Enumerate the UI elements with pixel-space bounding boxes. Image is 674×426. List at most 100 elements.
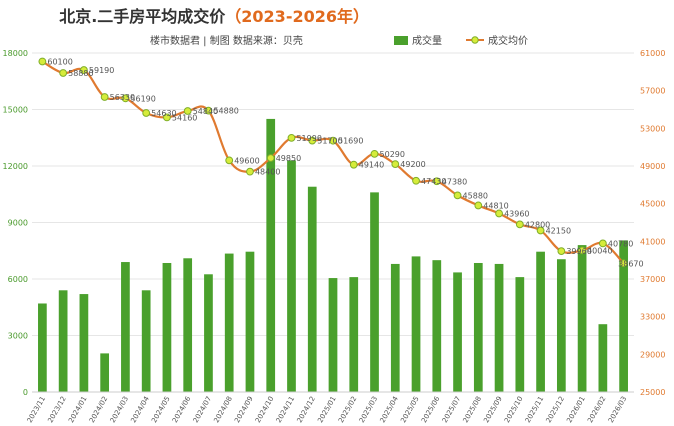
bar-2025/07 [453, 272, 462, 392]
price-label-2025/08: 44810 [483, 201, 508, 210]
bar-2024/09 [245, 251, 255, 392]
price-label-2024/08: 49600 [234, 156, 259, 165]
legend-bar-swatch [394, 36, 408, 45]
bar-2024/07 [204, 274, 213, 392]
left-tick-label: 18000 [3, 49, 28, 58]
price-point-2024/09 [246, 167, 254, 176]
price-label-2025/02: 49140 [359, 161, 384, 170]
legend: 成交量 成交均价 [394, 34, 528, 47]
bar-2024/06 [183, 258, 193, 392]
chart-title: 北京.二手房平均成交价（2023-2026年） [59, 7, 369, 26]
bar-2025/12 [556, 259, 566, 392]
price-label-2025/01: 51690 [338, 137, 363, 146]
bar-2025/04 [390, 263, 400, 392]
price-point-2025/11 [536, 226, 545, 235]
price-point-2023/12 [59, 69, 68, 77]
price-point-2024/01 [79, 66, 88, 74]
price-point-2025/03 [370, 149, 379, 158]
price-point-2024/12 [308, 136, 317, 145]
x-tick-label: 2026/01 [565, 395, 586, 424]
price-point-2025/06 [432, 177, 441, 186]
x-tick-label: 2024/12 [295, 395, 316, 424]
bar-2025/01 [328, 278, 338, 392]
left-tick-label: 3000 [8, 332, 28, 341]
right-tick-label: 33000 [640, 313, 665, 322]
price-point-2024/06 [183, 107, 192, 115]
price-point-2026/01 [578, 246, 587, 255]
bar-2026/01 [577, 245, 587, 392]
price-point-2024/11 [287, 133, 296, 142]
price-point-2023/11 [38, 57, 47, 66]
price-label-2025/11: 42150 [546, 227, 571, 236]
bar-2025/05 [411, 256, 421, 392]
price-label-2023/12: 58880 [68, 69, 93, 78]
price-label-2025/03: 50290 [380, 150, 405, 159]
x-tick-label: 2024/10 [254, 395, 275, 424]
price-label-2025/06: 47380 [442, 177, 467, 186]
price-label-2025/04: 49200 [400, 160, 425, 169]
x-tick-label: 2024/03 [109, 395, 130, 424]
price-point-2025/02 [349, 160, 358, 169]
price-point-2026/02 [598, 239, 607, 248]
x-tick-label: 2026/03 [607, 395, 628, 424]
bar-2025/03 [370, 192, 379, 392]
bar-2024/11 [287, 160, 296, 392]
x-tick-label: 2025/11 [524, 395, 545, 424]
x-tick-label: 2024/02 [88, 395, 109, 424]
x-tick-label: 2024/09 [233, 395, 254, 424]
x-tick-label: 2024/11 [275, 395, 296, 424]
price-label-2026/03: 38670 [618, 259, 643, 268]
price-label-2024/11: 51990 [296, 134, 321, 143]
right-tick-label: 49000 [640, 162, 665, 171]
left-tick-label: 15000 [3, 106, 28, 115]
legend-line-marker [471, 36, 479, 44]
bar-2026/03 [619, 240, 628, 392]
price-label-2025/12: 39960 [566, 247, 591, 256]
bar-2024/10 [266, 118, 276, 393]
price-point-2025/08 [474, 201, 483, 210]
x-tick-label: 2023/12 [46, 395, 67, 424]
price-label-2025/07: 45880 [463, 191, 488, 200]
price-label-2024/03: 56190 [130, 94, 155, 103]
bar-2025/06 [432, 260, 442, 392]
bar-2023/11 [38, 303, 47, 392]
x-tick-label: 2024/08 [212, 395, 233, 424]
price-point-2025/05 [412, 176, 420, 185]
chart-subtitle: 楼市数据君 | 制图 数据来源：贝壳 [150, 34, 303, 47]
bar-2023/12 [58, 290, 68, 392]
bar-2024/02 [100, 353, 110, 392]
bar-2025/10 [515, 277, 525, 392]
x-tick-label: 2026/02 [586, 395, 607, 424]
price-point-2024/02 [100, 93, 109, 101]
legend-line-label: 成交均价 [488, 34, 528, 47]
chart-title-main: 北京.二手房平均成交价 [59, 7, 226, 26]
right-tick-label: 25000 [640, 388, 665, 397]
price-label-2024/04: 54630 [151, 109, 176, 118]
price-point-2024/03 [121, 94, 130, 103]
bar-2025/11 [536, 251, 545, 392]
x-tick-label: 2025/08 [462, 395, 483, 424]
price-label-2026/02: 40780 [608, 239, 633, 248]
bar-2024/12 [307, 186, 317, 392]
price-label-2024/06: 54840 [193, 107, 218, 116]
price-label-2024/07: 54880 [213, 107, 238, 116]
x-tick-label: 2025/10 [503, 395, 524, 424]
bar-2024/08 [224, 253, 234, 392]
x-tick-label: 2025/09 [482, 395, 503, 424]
x-tick-label: 2025/07 [441, 395, 462, 424]
chart-title-year: （2023-2026年） [225, 7, 369, 26]
bar-2024/03 [121, 262, 130, 392]
bar-2025/08 [473, 262, 483, 392]
price-point-2025/01 [329, 136, 337, 145]
price-label-2024/10: 49850 [276, 154, 301, 163]
bar-2024/01 [79, 294, 89, 392]
price-point-2024/04 [142, 109, 151, 117]
bars-layer [38, 118, 628, 393]
bar-2026/02 [598, 324, 608, 392]
left-tick-label: 12000 [3, 162, 28, 171]
price-point-2025/07 [453, 191, 462, 200]
left-tick-label: 0 [23, 388, 28, 397]
x-tick-label: 2025/06 [420, 395, 442, 425]
right-tick-label: 29000 [640, 350, 665, 359]
